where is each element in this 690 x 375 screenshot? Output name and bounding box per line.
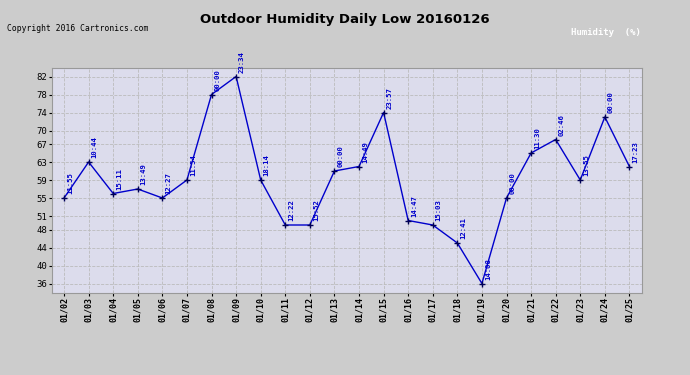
Text: Humidity  (%): Humidity (%): [571, 28, 640, 38]
Text: 12:22: 12:22: [288, 200, 294, 221]
Text: 00:00: 00:00: [608, 92, 614, 113]
Text: 17:23: 17:23: [632, 141, 638, 163]
Text: 12:41: 12:41: [460, 217, 466, 239]
Text: 11:55: 11:55: [67, 172, 73, 194]
Text: 11:54: 11:54: [190, 154, 196, 176]
Text: 02:46: 02:46: [559, 114, 564, 136]
Text: Copyright 2016 Cartronics.com: Copyright 2016 Cartronics.com: [7, 24, 148, 33]
Text: 00:00: 00:00: [509, 172, 515, 194]
Text: 14:49: 14:49: [362, 141, 368, 163]
Text: 11:30: 11:30: [534, 128, 540, 149]
Text: 00:00: 00:00: [337, 146, 344, 167]
Text: 00:00: 00:00: [215, 69, 221, 91]
Text: Outdoor Humidity Daily Low 20160126: Outdoor Humidity Daily Low 20160126: [200, 13, 490, 26]
Text: 18:14: 18:14: [264, 154, 270, 176]
Text: 13:55: 13:55: [583, 154, 589, 176]
Text: 14:47: 14:47: [411, 195, 417, 217]
Text: 13:49: 13:49: [141, 164, 147, 185]
Text: 15:03: 15:03: [435, 200, 442, 221]
Text: 15:11: 15:11: [116, 168, 122, 190]
Text: 12:27: 12:27: [166, 172, 171, 194]
Text: 23:57: 23:57: [386, 87, 393, 109]
Text: 10:44: 10:44: [92, 136, 97, 158]
Text: 14:08: 14:08: [485, 258, 491, 280]
Text: 15:52: 15:52: [313, 200, 319, 221]
Text: 23:34: 23:34: [239, 51, 245, 73]
